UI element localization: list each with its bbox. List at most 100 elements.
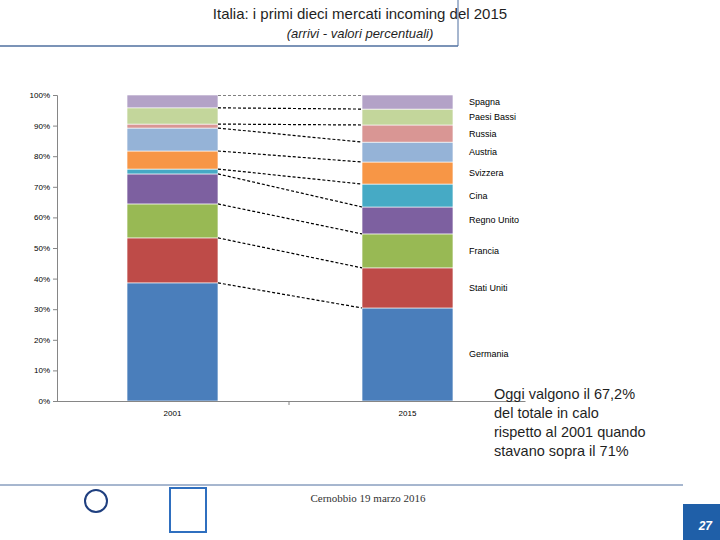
tick-mark [53,248,57,249]
y-tick: 0% [38,397,57,406]
connector [218,151,362,162]
legend-label: Austria [469,147,497,157]
connector [218,283,362,308]
legend-label: Spagna [469,97,500,107]
x-axis: 2001 2015 [56,402,526,418]
bar-segment [362,184,453,207]
legend-label: Germania [469,349,509,359]
y-tick: 90% [34,122,57,131]
tick-mark [53,279,57,280]
legend-label: Stati Uniti [469,283,508,293]
bar-segment [127,151,218,169]
y-tick: 20% [34,336,57,345]
x-tick: 2015 [399,409,417,418]
footer-rule [0,485,683,486]
tick-mark [53,217,57,218]
tick-mark [53,187,57,188]
legend-label: Regno Unito [469,215,519,225]
tick-label: 30% [34,305,50,314]
bar-segment [127,108,218,124]
y-tick: 50% [34,244,57,253]
bar-segment [362,142,453,162]
connector [218,174,362,207]
tick-label: 90% [34,122,50,131]
bar-segment [362,234,453,268]
bar-segment [362,95,453,109]
y-tick: 80% [34,152,57,161]
axis-line [56,401,526,402]
y-tick: 70% [34,183,57,192]
tick-label: 10% [34,366,50,375]
bar-segment [362,109,453,125]
bar-segment [362,308,453,401]
tick-label: 2015 [399,409,417,418]
bars [127,95,453,401]
y-tick: 10% [34,366,57,375]
bar-segment [127,238,218,283]
legend: Germania Stati Uniti Francia Regno Unito Cin… [469,97,519,359]
tick-mark [53,340,57,341]
legend-label: Svizzera [469,168,504,178]
connector [218,108,362,109]
legend-label: Paesi Bassi [469,112,516,122]
y-tick: 100% [30,91,57,100]
bar-segment [127,174,218,204]
bar-segment [362,268,453,308]
bar-segment [127,128,218,151]
tick-mark [53,156,57,157]
footer: Cernobbio 19 marzo 2016 [310,492,426,504]
bar-segment [127,169,218,174]
legend-label: Russia [469,129,497,139]
bar-segment [127,124,218,128]
y-tick: 30% [34,305,57,314]
connector [218,169,362,184]
tick-mark [53,370,57,371]
connectors [218,95,362,308]
tick-label: 80% [34,152,50,161]
bar-segment [362,207,453,234]
connector [218,204,362,234]
axis-line [53,96,58,402]
tick-mark [53,309,57,310]
legend-label: Cina [469,191,488,201]
bar-segment [362,162,453,184]
legend-label: Francia [469,246,499,256]
bar-segment [127,283,218,401]
tick-label: 2001 [164,409,182,418]
tick-label: 100% [30,91,50,100]
y-axis: 0% 10% 20% 30% 40% 50% 60% 70% 80% 90% 100% [30,91,58,406]
y-tick: 60% [34,213,57,222]
tick-label: 70% [34,183,50,192]
header-rule [458,0,459,46]
connector [218,128,362,142]
annotation-line: Oggi valgono il 67,2% [494,386,635,402]
bar-segment [127,95,218,108]
tick-mark [53,126,57,127]
y-tick: 40% [34,275,57,284]
tick-label: 50% [34,244,50,253]
page-number: 27 [698,519,714,533]
tick-mark [53,95,57,96]
tick-label: 40% [34,275,50,284]
tick-label: 20% [34,336,50,345]
annotation-line: del totale in calo [494,405,599,421]
page-box [683,504,720,540]
header-rule [0,45,458,47]
subtitle: (arrivi - valori percentuali) [287,26,434,41]
chart: Italia: i primi dieci mercati incoming d… [0,0,720,540]
tick-label: 60% [34,213,50,222]
logo-shape [170,488,206,532]
bar-segment [362,125,453,142]
connector [218,238,362,268]
tick-label: 0% [38,397,50,406]
annotation: Oggi valgono il 67,2% del totale in calo r… [494,386,646,459]
x-tick: 2001 [164,409,182,418]
annotation-line: rispetto al 2001 quando [494,424,646,440]
connector [218,95,362,96]
bar-segment [127,204,218,238]
x-tick-separator [289,401,290,405]
connector [218,123,362,125]
logo-shape [85,490,107,512]
annotation-line: stavano sopra il 71% [494,443,629,459]
title: Italia: i primi dieci mercati incoming d… [213,5,507,22]
